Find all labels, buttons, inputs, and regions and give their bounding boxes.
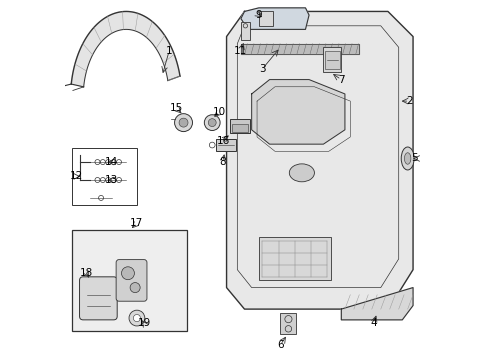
Text: 17: 17 [130,218,143,228]
Polygon shape [251,80,344,144]
Text: 11: 11 [234,46,247,56]
Text: 16: 16 [216,136,229,145]
Text: 18: 18 [80,268,93,278]
Polygon shape [241,8,308,30]
Text: 1: 1 [165,46,172,56]
Circle shape [179,118,187,127]
Circle shape [129,310,144,326]
Text: 2: 2 [406,96,412,106]
Text: 10: 10 [212,107,225,117]
Polygon shape [241,44,359,54]
Text: 19: 19 [137,319,150,328]
Text: 4: 4 [369,319,376,328]
Bar [231,125,247,132]
Bar [230,119,249,134]
Bar [323,47,341,72]
Text: 6: 6 [277,340,283,350]
Text: 9: 9 [255,10,262,20]
FancyBboxPatch shape [116,260,147,301]
Bar [72,148,137,205]
Text: 15: 15 [169,103,183,113]
Bar [325,51,339,69]
Ellipse shape [400,147,413,170]
Circle shape [133,315,140,321]
Circle shape [130,283,140,293]
Polygon shape [226,12,412,309]
Circle shape [208,119,216,127]
Bar [280,313,296,334]
Bar [258,12,273,26]
Text: 3: 3 [259,64,265,74]
Circle shape [204,115,220,131]
Text: 5: 5 [411,153,417,163]
Polygon shape [71,12,180,87]
Text: 14: 14 [105,157,118,167]
Bar [258,237,330,280]
Polygon shape [341,288,412,320]
Bar [72,230,187,330]
Text: 8: 8 [219,157,226,167]
Text: 12: 12 [69,171,82,181]
Ellipse shape [404,153,410,164]
Text: 7: 7 [337,75,344,85]
Ellipse shape [289,164,314,182]
FancyBboxPatch shape [80,277,117,320]
Circle shape [121,267,134,280]
Circle shape [174,114,192,132]
Text: 13: 13 [105,175,118,185]
Bar [241,22,249,40]
Bar [215,139,235,151]
